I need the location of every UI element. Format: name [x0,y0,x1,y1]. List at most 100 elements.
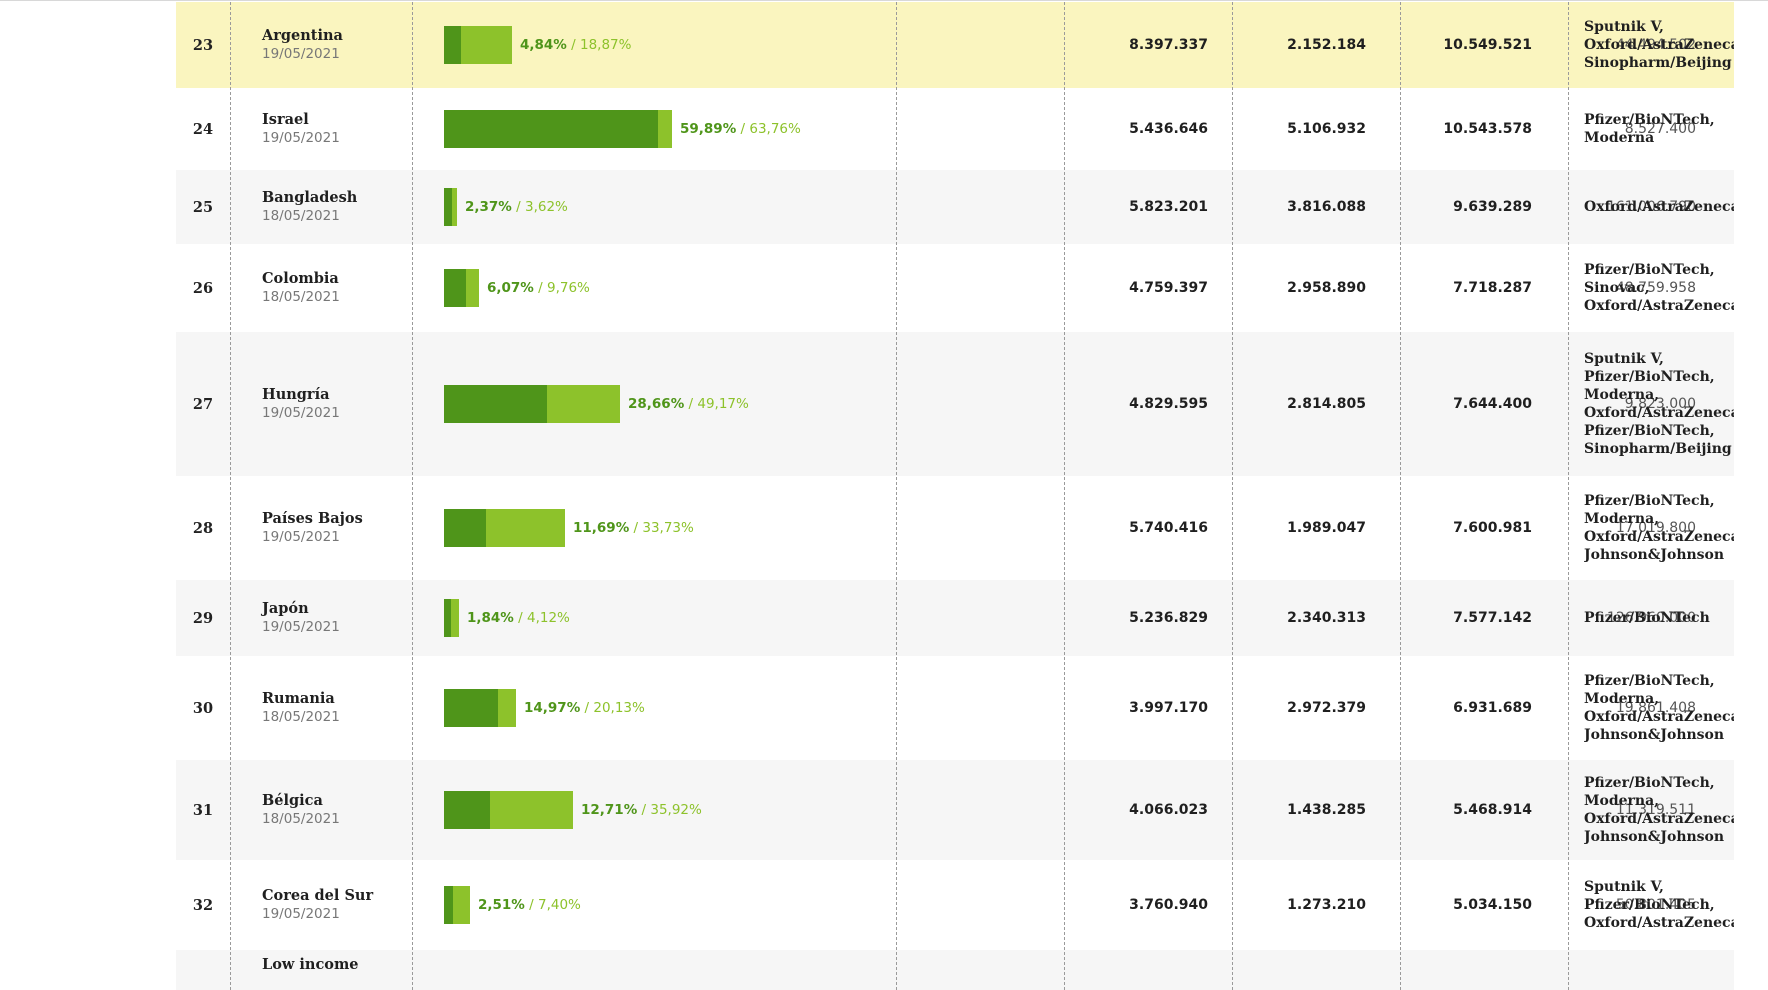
column-divider [230,2,231,990]
coverage-cell: 28,66% / 49,17% [444,332,924,476]
full-coverage-bar [444,886,453,924]
vaccine-name: Sinopharm/Beijing [1584,55,1732,71]
country-cell: Israel 19/05/2021 [262,88,412,170]
total-doses-count: 10.543.578 [1443,121,1532,137]
column-divider [1064,2,1065,990]
update-date: 19/05/2021 [262,405,340,421]
population-count: 50.801.405 [1615,897,1696,913]
coverage-bar [444,385,620,423]
total-coverage-value: 49,17% [697,396,749,412]
population-count: 8.527.400 [1624,121,1696,137]
vaccines-list: Pfizer/BioNTech, Moderna [1584,88,1734,170]
population-count: 48.759.958 [1615,280,1696,296]
coverage-label: 11,69% / 33,73% [573,520,694,536]
second-dose-count: 1.273.210 [1287,897,1366,913]
coverage-bar [444,110,672,148]
coverage-bar [444,26,512,64]
first-dose-count: 5.236.829 [1129,610,1208,626]
vaccine-name: Sputnik V, [1584,879,1664,895]
coverage-cell: 14,97% / 20,13% [444,656,924,760]
total-coverage-value: 3,62% [524,199,568,215]
update-date: 19/05/2021 [262,619,340,635]
update-date: 19/05/2021 [262,130,340,146]
table-row: 25 Bangladesh 18/05/2021 2,37% / 3,62% 5… [176,170,1734,244]
rank: 28 [192,519,214,537]
vaccine-name: Sinopharm/Beijing [1584,441,1732,457]
vaccine-name: Pfizer/BioNTech, [1584,369,1715,385]
country-name: Colombia [262,270,339,287]
first-dose-count: 5.740.416 [1129,520,1208,536]
coverage-bar [444,269,479,307]
full-coverage-value: 2,37% [465,199,512,215]
population-count: 11.319.511 [1615,802,1696,818]
country-cell: Argentina 19/05/2021 [262,2,412,88]
vaccines-list: Sputnik V, Pfizer/BioNTech, Moderna, Oxford… [1584,332,1734,476]
vaccine-name: Pfizer/BioNTech, [1584,423,1715,439]
vaccine-name: Pfizer/BioNTech, [1584,897,1715,913]
coverage-cell: 2,51% / 7,40% [444,860,924,950]
coverage-bar [444,599,459,637]
country-name: Países Bajos [262,510,363,527]
rank: 26 [192,279,214,297]
country-name: Corea del Sur [262,887,374,904]
vaccine-name: Moderna, [1584,387,1660,403]
country-name: Rumania [262,690,335,707]
total-coverage-value: 18,87% [579,37,632,53]
vaccination-table: 23 Argentina 19/05/2021 4,84% / 18,87% 8… [176,2,1734,990]
first-dose-count: 5.823.201 [1129,199,1208,215]
first-dose-count: 3.760.940 [1129,897,1208,913]
update-date: 19/05/2021 [262,46,340,62]
update-date: 18/05/2021 [262,289,340,305]
column-divider [1400,2,1401,990]
full-coverage-value: 11,69% [573,520,630,536]
coverage-cell: 1,84% / 4,12% [444,580,924,656]
full-coverage-value: 12,71% [581,802,638,818]
total-coverage-value: 63,76% [749,121,801,137]
country-cell: Colombia 18/05/2021 [262,244,412,332]
table-row-cutoff: Low income [176,950,1734,990]
full-coverage-bar [444,188,452,226]
second-dose-count: 5.106.932 [1287,121,1366,137]
country-cell: Bangladesh 18/05/2021 [262,170,412,244]
coverage-cell: 59,89% / 63,76% [444,88,924,170]
total-coverage-value: 33,73% [642,520,694,536]
coverage-label: 14,97% / 20,13% [524,700,645,716]
second-dose-count: 1.989.047 [1287,520,1366,536]
rank: 30 [192,699,214,717]
coverage-cell: 11,69% / 33,73% [444,476,924,580]
rank: 32 [192,896,214,914]
total-doses-count: 9.639.289 [1453,199,1532,215]
second-dose-count: 3.816.088 [1287,199,1366,215]
vaccine-name: Pfizer/BioNTech, [1584,493,1715,509]
second-dose-count: 2.152.184 [1287,37,1366,53]
total-doses-count: 7.718.287 [1453,280,1532,296]
country-name: Low income [262,956,359,973]
total-doses-count: 7.577.142 [1453,610,1532,626]
table-row: 27 Hungría 19/05/2021 28,66% / 49,17% 4.… [176,332,1734,476]
vaccine-name: Oxford/AstraZeneca, [1584,405,1734,421]
vaccine-name: Moderna [1584,130,1655,146]
population-count: 161.006.790 [1606,199,1696,215]
table-row: 28 Países Bajos 19/05/2021 11,69% / 33,7… [176,476,1734,580]
full-coverage-value: 59,89% [680,121,737,137]
vaccines-list: Sputnik V, Pfizer/BioNTech, Oxford/AstraZe… [1584,860,1734,950]
coverage-bar [444,886,470,924]
vaccine-name: Johnson&Johnson [1584,547,1725,563]
first-dose-count: 4.066.023 [1129,802,1208,818]
coverage-label: 1,84% / 4,12% [467,610,570,626]
vaccine-name: Pfizer/BioNTech, [1584,112,1715,128]
coverage-label: 6,07% / 9,76% [487,280,590,296]
table-row: 30 Rumania 18/05/2021 14,97% / 20,13% 3.… [176,656,1734,760]
country-name: Bangladesh [262,189,358,206]
column-divider [1232,2,1233,990]
coverage-bar [444,689,516,727]
second-dose-count: 2.814.805 [1287,396,1366,412]
country-cell: Japón 19/05/2021 [262,580,412,656]
vaccines-list: Pfizer/BioNTech, Moderna, Oxford/AstraZene… [1584,760,1734,860]
coverage-cell: 4,84% / 18,87% [444,2,924,88]
country-name: Bélgica [262,792,323,809]
second-dose-count: 1.438.285 [1287,802,1366,818]
coverage-label: 12,71% / 35,92% [581,802,702,818]
second-dose-count: 2.340.313 [1287,610,1366,626]
column-divider [896,2,897,990]
